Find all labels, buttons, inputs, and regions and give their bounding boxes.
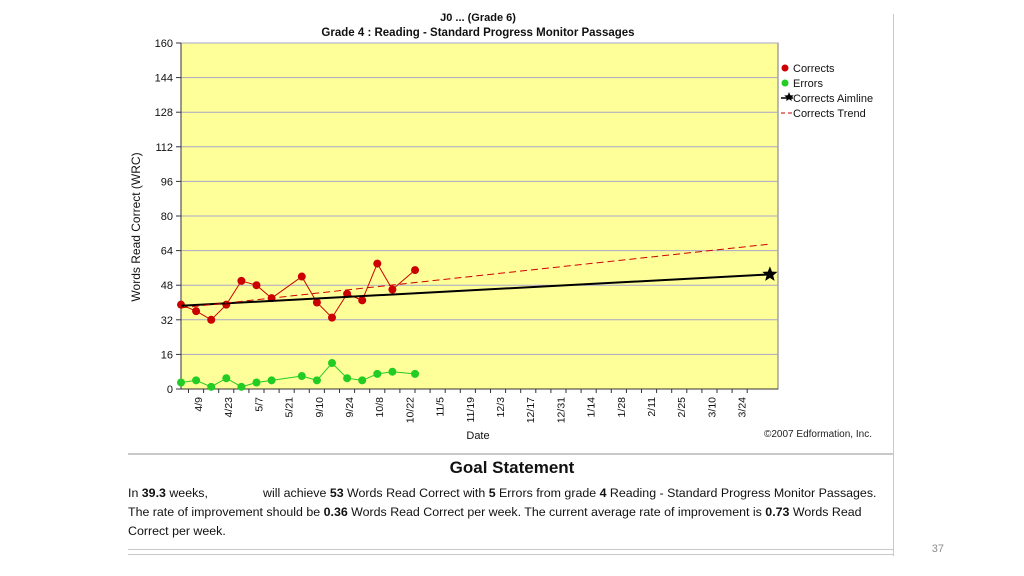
y-tick-label: 48 xyxy=(161,280,173,292)
x-tick-label: 12/31 xyxy=(555,397,567,423)
frame-right-border xyxy=(893,14,894,556)
x-tick-label: 9/10 xyxy=(314,397,326,418)
x-tick-label: 4/9 xyxy=(193,397,205,412)
x-tick-label: 3/10 xyxy=(706,397,718,418)
data-point xyxy=(328,359,336,368)
data-point xyxy=(207,382,216,391)
data-point xyxy=(343,374,352,383)
goal-statement-title: Goal Statement xyxy=(449,458,575,477)
data-point xyxy=(177,300,185,309)
chart-title: Grade 4 : Reading - Standard Progress Mo… xyxy=(321,27,634,39)
y-tick-label: 112 xyxy=(155,142,173,154)
divider-top xyxy=(128,453,893,455)
legend-label: Corrects Aimline xyxy=(793,93,873,105)
data-point xyxy=(388,285,397,294)
x-tick-label: 2/25 xyxy=(676,397,688,418)
plot-layer: 0 16 32 48 64 80 96 112 128 144 160 4/9 4/23 5/7 5/21 9… xyxy=(155,38,873,423)
x-tick-label: 4/23 xyxy=(223,397,235,418)
x-tick-label: 1/28 xyxy=(616,397,628,418)
x-tick-label: 11/19 xyxy=(465,397,477,423)
data-point xyxy=(237,276,246,285)
data-point xyxy=(328,313,336,322)
data-point xyxy=(252,378,261,387)
legend-label: Errors xyxy=(793,78,823,90)
data-point xyxy=(358,296,367,305)
x-tick-label: 3/24 xyxy=(737,397,749,418)
x-tick-label: 1/14 xyxy=(586,397,598,418)
x-tick-label: 12/3 xyxy=(495,397,507,418)
y-tick-label: 0 xyxy=(167,384,173,396)
data-point xyxy=(192,307,201,316)
data-point xyxy=(267,376,276,385)
data-point xyxy=(222,374,231,383)
goal-statement-text: In 39.3 weeks, will achieve 53 Words Rea… xyxy=(128,486,877,538)
data-point xyxy=(373,369,382,378)
y-tick-label: 128 xyxy=(155,107,173,119)
progress-chart: 0 16 32 48 64 80 96 112 128 144 160 4/9 4/23 5/7 5/21 9… xyxy=(129,12,873,442)
y-tick-label: 16 xyxy=(161,349,173,361)
x-tick-label: 11/5 xyxy=(435,397,447,417)
y-tick-label: 64 xyxy=(161,246,173,258)
y-tick-label: 160 xyxy=(155,38,173,50)
data-point xyxy=(411,369,420,378)
data-point xyxy=(373,259,382,268)
legend-label: Corrects xyxy=(793,63,835,75)
data-point xyxy=(358,376,367,385)
data-point xyxy=(297,272,306,281)
chart-title-line1: J0 ... (Grade 6) xyxy=(440,12,516,24)
x-tick-label: 5/7 xyxy=(253,397,265,412)
data-point xyxy=(192,376,201,385)
x-tick-label: 2/11 xyxy=(646,397,658,417)
x-tick-label: 12/17 xyxy=(525,397,537,423)
y-tick-label: 80 xyxy=(161,211,173,223)
data-point xyxy=(411,266,420,275)
copyright-text: ©2007 Edformation, Inc. xyxy=(764,429,872,440)
y-axis-label: Words Read Correct (WRC) xyxy=(129,152,143,301)
y-tick-label: 32 xyxy=(161,315,173,327)
divider-bottom xyxy=(128,549,893,550)
legend-swatch-star xyxy=(784,92,794,101)
x-axis-label: Date xyxy=(466,430,489,442)
data-point xyxy=(312,298,321,307)
divider-bottom-2 xyxy=(128,554,893,555)
y-tick-label: 144 xyxy=(155,73,173,85)
slide-number: 37 xyxy=(931,543,944,555)
data-point xyxy=(388,367,397,376)
x-tick-label: 10/8 xyxy=(374,397,386,418)
x-tick-label: 9/24 xyxy=(344,397,356,418)
x-tick-label: 10/22 xyxy=(404,397,416,423)
data-point xyxy=(222,300,231,309)
legend-label: Corrects Trend xyxy=(793,108,866,120)
legend-swatch xyxy=(781,64,789,72)
data-point xyxy=(297,372,306,381)
data-point xyxy=(237,382,246,391)
aimline-goal-star xyxy=(762,266,778,281)
data-point xyxy=(177,378,185,387)
series-line xyxy=(180,273,770,307)
data-point xyxy=(252,281,261,290)
legend-swatch xyxy=(781,79,789,87)
data-point xyxy=(207,315,216,324)
y-tick-label: 96 xyxy=(161,176,173,188)
data-point xyxy=(312,376,321,385)
x-tick-label: 5/21 xyxy=(284,397,296,418)
